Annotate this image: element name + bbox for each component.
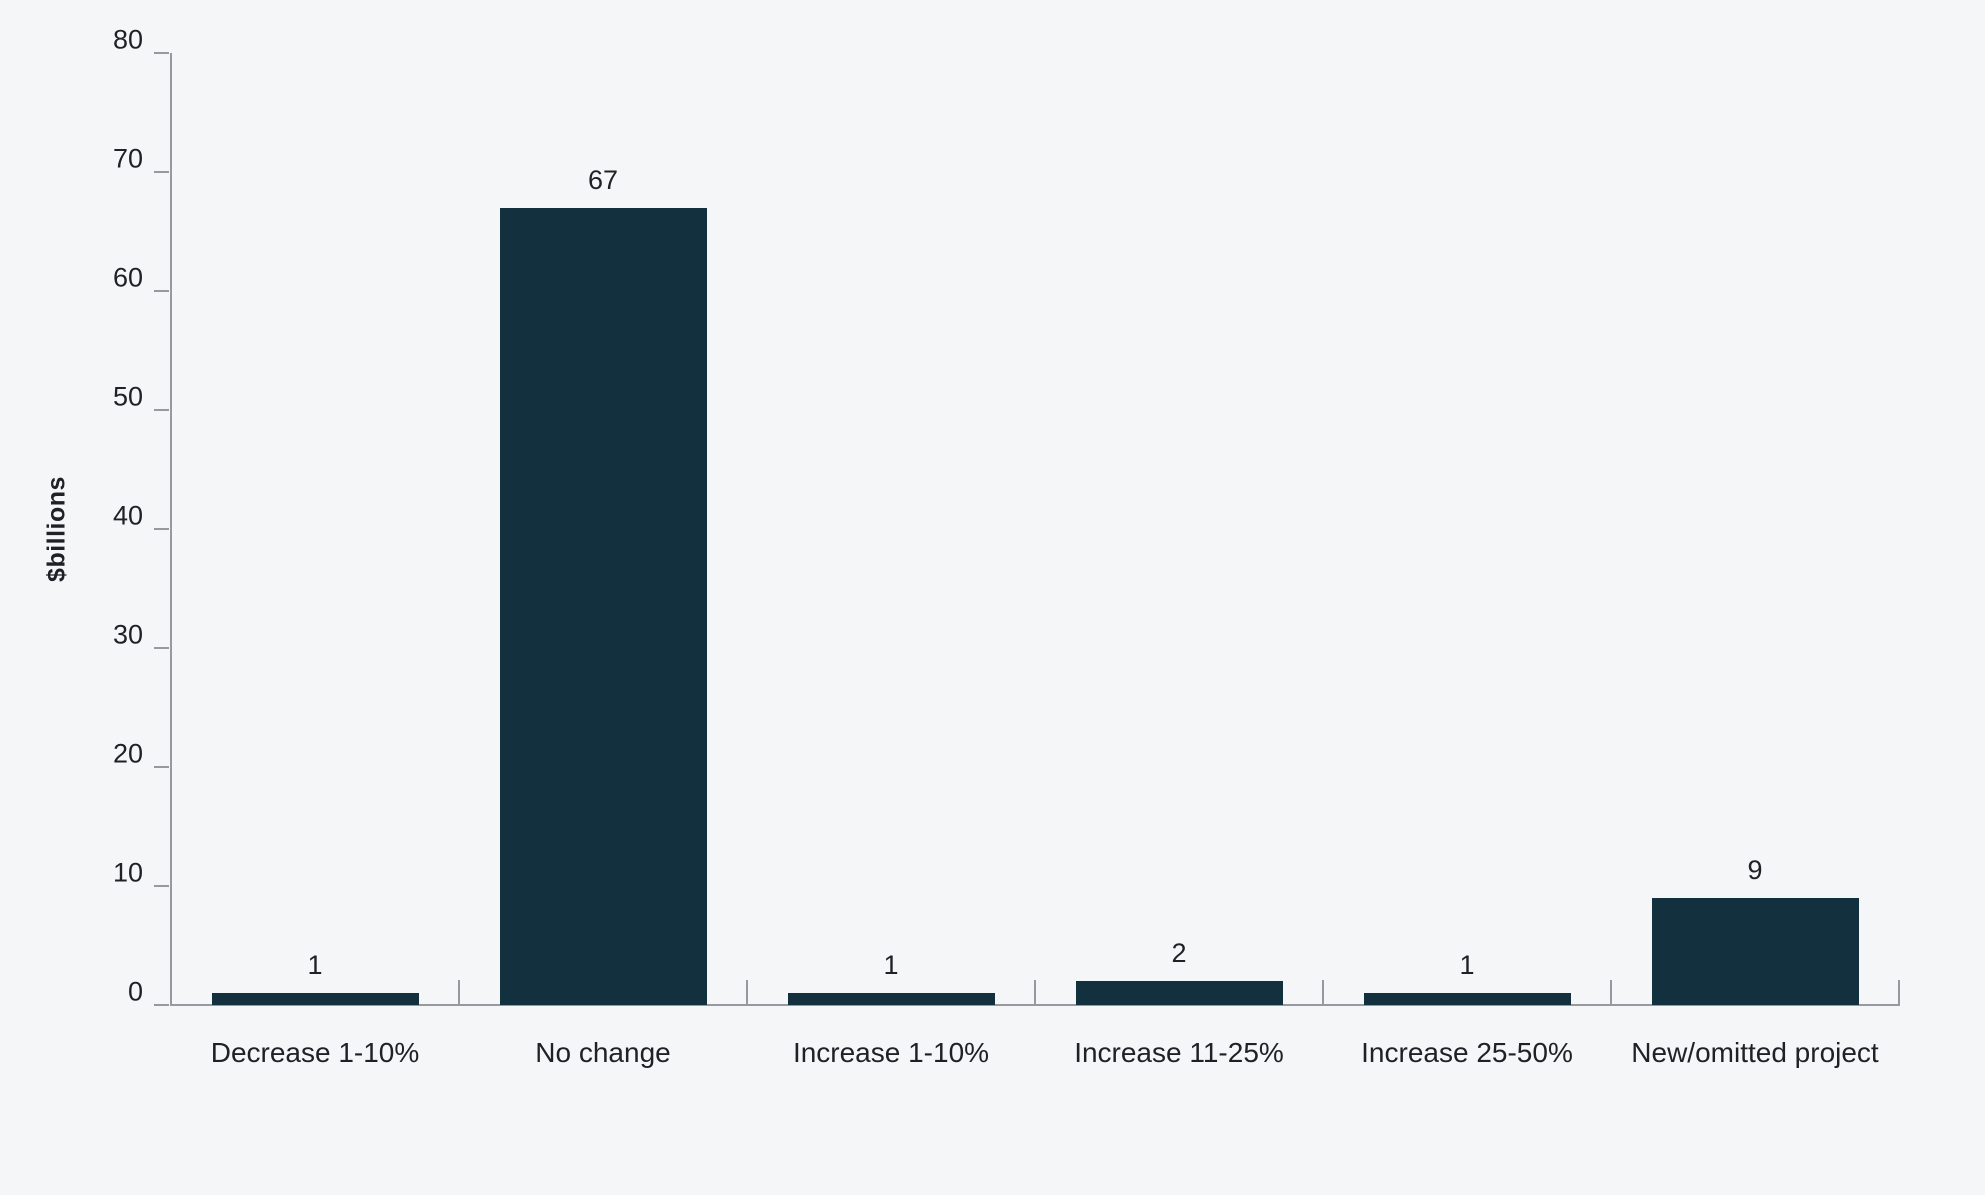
bar-value-label: 1 [307,950,323,981]
x-category-label: New/omitted project [1631,1037,1879,1068]
bar-value-label: 1 [883,950,899,981]
bar-value-label: 9 [1747,854,1763,885]
y-tick-label: 30 [112,619,143,649]
bar [1075,981,1283,1005]
x-category-label: No change [535,1037,671,1068]
y-axis-tick [154,528,169,530]
y-axis-tick [154,290,169,292]
y-axis-tick [154,766,169,768]
x-axis-boundary-tick [1034,980,1036,1005]
x-category-label: Increase 11-25% [1074,1037,1284,1068]
x-axis-boundary-tick [1898,980,1900,1005]
bar [1651,897,1859,1005]
x-category-label: Increase 25-50% [1361,1037,1573,1068]
x-axis-boundary-tick [1322,980,1324,1005]
y-axis-tick [154,171,169,173]
y-axis-tick [154,1004,169,1006]
y-axis-line [170,53,172,1005]
y-tick-label: 80 [112,24,143,54]
y-axis-title: $billions [42,476,71,582]
y-tick-label: 60 [112,262,143,292]
bar [1363,993,1571,1005]
plot-area: 0 10 20 30 40 50 60 70 80 1 67 1 2 1 9 Decrease 1-10%… [113,26,1900,1068]
bar-value-label: 2 [1171,938,1187,969]
y-tick-label: 70 [112,143,143,173]
x-axis-boundary-tick [458,980,460,1005]
bar [787,993,995,1005]
bar [499,207,707,1005]
bar-value-label: 1 [1459,950,1475,981]
x-axis-boundary-tick [1610,980,1612,1005]
y-tick-label: 40 [112,500,143,530]
y-axis-tick [154,885,169,887]
x-axis-boundary-tick [746,980,748,1005]
x-axis-line [170,1004,1900,1006]
y-tick-label: 0 [127,976,143,1006]
x-category-label: Increase 1-10% [792,1037,990,1068]
y-tick-label: 20 [112,738,143,768]
bar [211,993,419,1005]
y-axis-tick [154,52,169,54]
y-tick-label: 50 [112,381,143,411]
y-axis-tick [154,647,169,649]
y-tick-label: 10 [112,857,143,887]
bar-value-label: 67 [587,164,619,195]
x-category-label: Decrease 1-10% [210,1037,420,1068]
y-axis-tick [154,409,169,411]
